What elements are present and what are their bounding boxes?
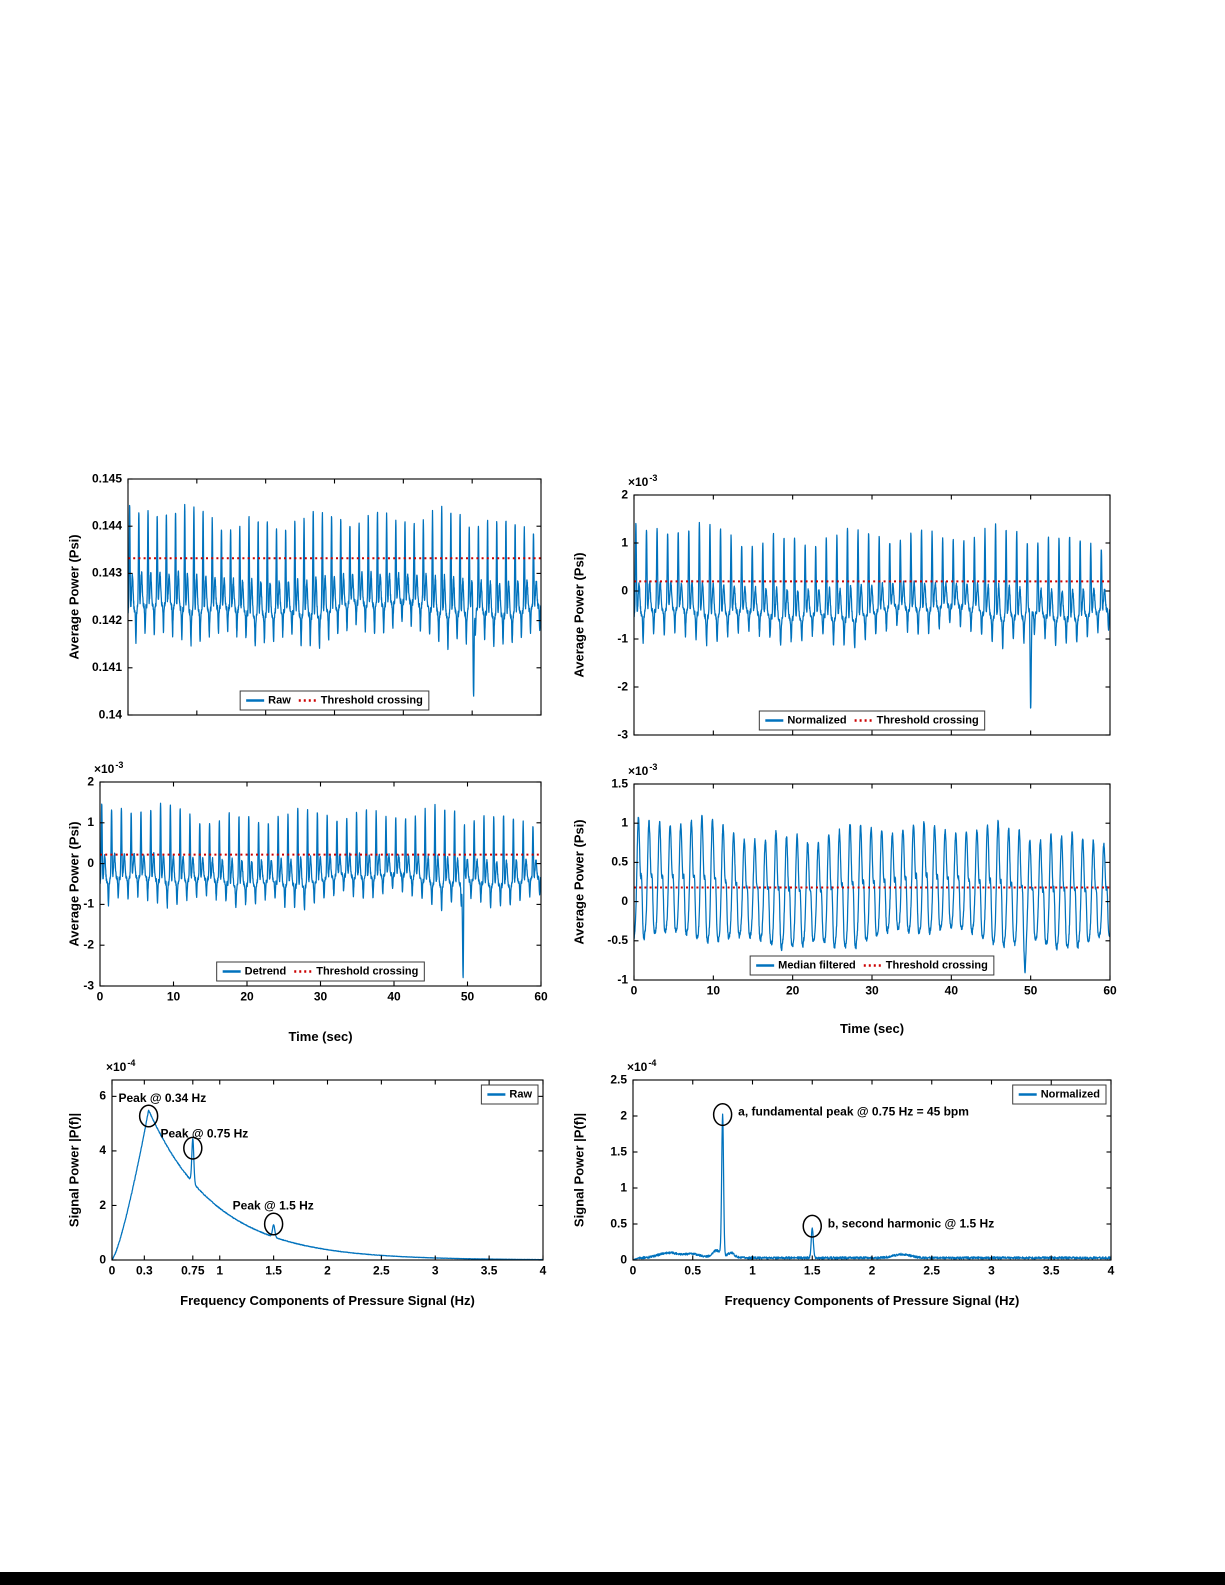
chart-raw-pressure-time [60,456,555,728]
chart-raw-power-spectrum [60,1046,555,1312]
chart-normalized-power-spectrum [565,1046,1125,1312]
chart-detrend-pressure-time [60,748,555,1048]
bottom-bar [0,1572,1225,1585]
chart-normalized-pressure-time [565,452,1125,748]
chart-median-filtered-pressure-time [565,748,1125,1040]
